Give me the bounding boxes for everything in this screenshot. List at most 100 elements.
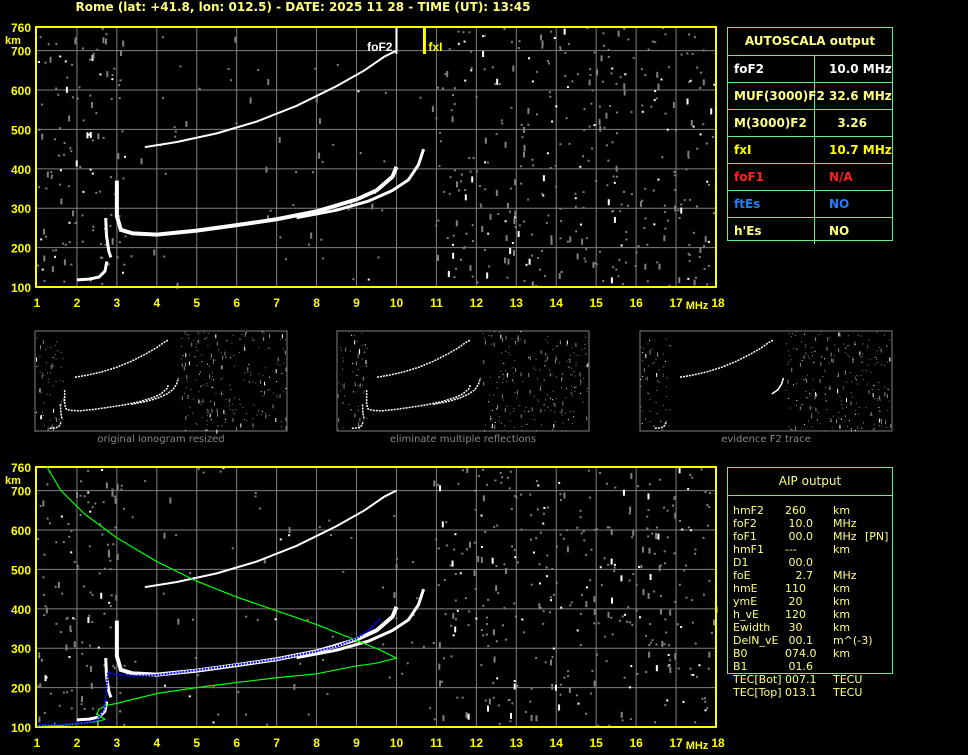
noise-dot	[655, 533, 658, 540]
noise-dot	[646, 527, 649, 530]
noise-dot	[823, 430, 825, 432]
y-tick-label: 700	[11, 485, 31, 499]
noise-dot	[520, 331, 522, 333]
noise-dot	[73, 560, 76, 563]
noise-dot	[480, 629, 483, 632]
noise-dot	[856, 402, 858, 404]
autoscala-row-hes: h'Es NO	[728, 218, 892, 244]
noise-dot	[222, 355, 224, 360]
noise-dot	[524, 339, 526, 344]
noise-dot	[196, 350, 198, 352]
noise-dot	[585, 712, 588, 715]
noise-dot	[506, 405, 508, 407]
noise-dot	[265, 414, 267, 419]
noise-dot	[230, 388, 232, 390]
noise-dot	[634, 265, 637, 268]
noise-dot	[691, 52, 694, 55]
noise-dot	[616, 132, 619, 135]
noise-dot	[306, 618, 309, 621]
noise-dot	[68, 656, 71, 659]
noise-dot	[664, 562, 667, 565]
autoscala-value: NO	[829, 224, 850, 238]
noise-dot	[53, 408, 55, 413]
noise-dot	[186, 334, 188, 336]
noise-dot	[651, 348, 653, 350]
noise-dot	[401, 672, 404, 675]
thumb-trace	[654, 421, 667, 430]
noise-dot	[653, 223, 656, 226]
noise-dot	[495, 640, 498, 643]
noise-dot	[81, 652, 84, 655]
noise-dot	[511, 702, 514, 705]
noise-dot	[256, 619, 259, 622]
noise-dot	[68, 241, 71, 244]
noise-dot	[91, 621, 94, 624]
noise-dot	[523, 144, 526, 151]
noise-dot	[591, 89, 594, 92]
noise-dot	[275, 417, 277, 422]
noise-dot	[522, 126, 525, 133]
noise-dot	[708, 651, 711, 658]
noise-dot	[113, 67, 116, 70]
noise-dot	[501, 422, 503, 424]
noise-dot	[857, 413, 859, 415]
noise-dot	[101, 533, 104, 536]
noise-dot	[457, 189, 460, 192]
noise-dot	[514, 556, 517, 559]
noise-dot	[623, 83, 626, 90]
noise-dot	[585, 353, 587, 355]
aip-value: 120	[785, 608, 806, 621]
noise-dot	[494, 424, 496, 429]
noise-dot	[503, 606, 506, 609]
noise-dot	[57, 350, 59, 352]
noise-dot	[123, 263, 126, 266]
noise-dot	[115, 594, 118, 601]
noise-dot	[281, 334, 283, 339]
noise-dot	[243, 418, 245, 420]
noise-dot	[674, 189, 677, 192]
noise-dot	[41, 268, 44, 271]
trace-cusp	[104, 217, 113, 258]
noise-dot	[862, 353, 864, 355]
noise-dot	[669, 345, 671, 347]
noise-dot	[46, 372, 48, 374]
noise-dot	[480, 514, 483, 517]
noise-dot	[474, 508, 477, 511]
noise-dot	[240, 423, 242, 428]
noise-dot	[613, 563, 616, 566]
noise-dot	[206, 385, 208, 387]
noise-dot	[553, 37, 556, 40]
noise-dot	[131, 516, 134, 519]
noise-dot	[89, 131, 92, 138]
noise-dot	[481, 226, 484, 233]
noise-dot	[613, 570, 616, 573]
noise-dot	[101, 27, 104, 30]
noise-dot	[505, 335, 507, 340]
noise-dot	[331, 635, 334, 638]
noise-dot	[109, 559, 112, 562]
noise-dot	[585, 237, 588, 240]
noise-dot	[265, 166, 268, 173]
noise-dot	[230, 79, 233, 82]
noise-dot	[185, 120, 188, 127]
noise-dot	[193, 398, 195, 400]
noise-dot	[873, 428, 875, 430]
noise-dot	[690, 119, 693, 126]
aip-row: foE 2.7 MHz	[733, 569, 888, 582]
noise-dot	[552, 647, 555, 650]
noise-dot	[207, 345, 209, 347]
noise-dot	[483, 34, 486, 37]
aip-key: DelN_vE	[733, 634, 779, 647]
noise-dot	[500, 481, 503, 484]
noise-dot	[635, 251, 638, 254]
noise-dot	[202, 471, 205, 474]
noise-dot	[492, 681, 495, 684]
noise-dot	[607, 199, 610, 206]
noise-dot	[576, 526, 579, 529]
aip-value: 007.1	[785, 673, 817, 686]
noise-dot	[584, 344, 586, 346]
noise-dot	[659, 381, 661, 383]
noise-dot	[234, 397, 236, 399]
noise-dot	[40, 238, 43, 241]
noise-dot	[874, 363, 876, 365]
